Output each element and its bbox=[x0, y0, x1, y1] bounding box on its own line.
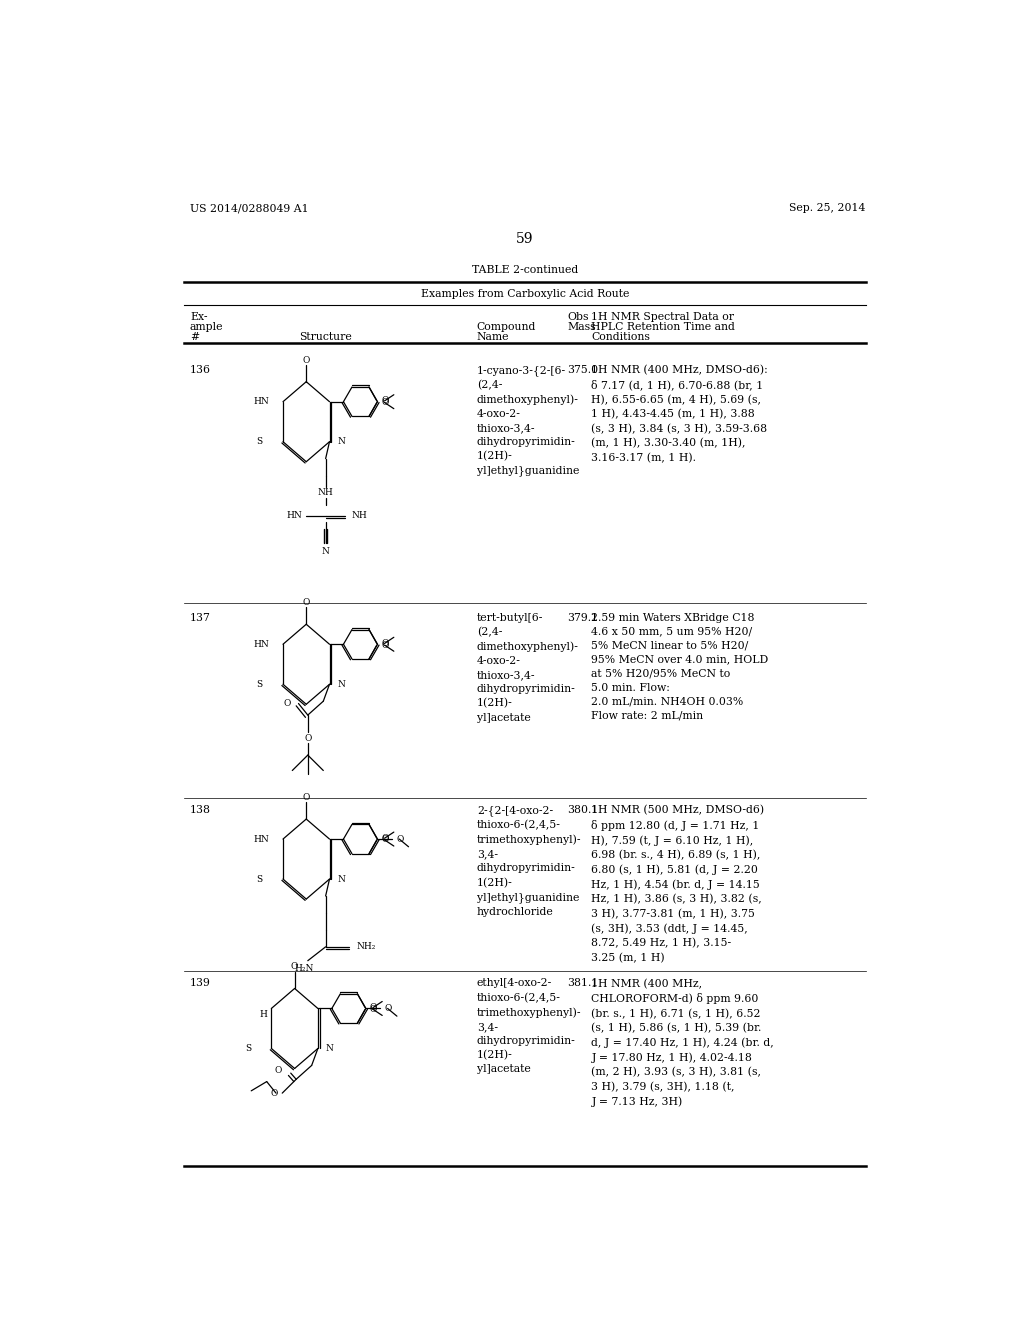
Text: N: N bbox=[326, 1044, 334, 1053]
Text: O: O bbox=[385, 1005, 392, 1012]
Text: H₂N: H₂N bbox=[294, 964, 313, 973]
Text: O: O bbox=[370, 1003, 377, 1012]
Text: 379.1: 379.1 bbox=[567, 612, 599, 623]
Text: 380.1: 380.1 bbox=[567, 805, 599, 816]
Text: O: O bbox=[381, 834, 389, 842]
Text: O: O bbox=[284, 700, 291, 708]
Text: NH₂: NH₂ bbox=[356, 942, 376, 952]
Text: 1H NMR (400 MHz,
CHLOROFORM-d) δ ppm 9.60
(br. s., 1 H), 6.71 (s, 1 H), 6.52
(s,: 1H NMR (400 MHz, CHLOROFORM-d) δ ppm 9.6… bbox=[592, 978, 774, 1107]
Text: O: O bbox=[381, 639, 389, 648]
Text: O: O bbox=[381, 836, 389, 845]
Text: O: O bbox=[381, 396, 389, 405]
Text: O: O bbox=[302, 793, 310, 803]
Text: N: N bbox=[337, 875, 345, 883]
Text: NH: NH bbox=[351, 511, 367, 520]
Text: US 2014/0288049 A1: US 2014/0288049 A1 bbox=[190, 203, 308, 213]
Text: H: H bbox=[260, 1010, 267, 1019]
Text: O: O bbox=[302, 355, 310, 364]
Text: HN: HN bbox=[253, 397, 269, 407]
Text: ethyl[4-oxo-2-
thioxo-6-(2,4,5-
trimethoxyphenyl)-
3,4-
dihydropyrimidin-
1(2H)-: ethyl[4-oxo-2- thioxo-6-(2,4,5- trimetho… bbox=[477, 978, 582, 1074]
Text: 139: 139 bbox=[190, 978, 211, 989]
Text: 2-{2-[4-oxo-2-
thioxo-6-(2,4,5-
trimethoxyphenyl)-
3,4-
dihydropyrimidin-
1(2H)-: 2-{2-[4-oxo-2- thioxo-6-(2,4,5- trimetho… bbox=[477, 805, 582, 916]
Text: O: O bbox=[302, 598, 310, 607]
Text: Name: Name bbox=[477, 333, 509, 342]
Text: 1-cyano-3-{2-[6-
(2,4-
dimethoxyphenyl)-
4-oxo-2-
thioxo-3,4-
dihydropyrimidin-
: 1-cyano-3-{2-[6- (2,4- dimethoxyphenyl)-… bbox=[477, 364, 580, 477]
Text: O: O bbox=[271, 1089, 279, 1098]
Text: N: N bbox=[337, 680, 345, 689]
Text: Ex-: Ex- bbox=[190, 313, 208, 322]
Text: tert-butyl[6-
(2,4-
dimethoxyphenyl)-
4-oxo-2-
thioxo-3,4-
dihydropyrimidin-
1(2: tert-butyl[6- (2,4- dimethoxyphenyl)- 4-… bbox=[477, 612, 579, 722]
Text: O: O bbox=[291, 962, 298, 972]
Text: N: N bbox=[322, 546, 330, 556]
Text: TABLE 2-continued: TABLE 2-continued bbox=[472, 264, 578, 275]
Text: HN: HN bbox=[253, 640, 269, 648]
Text: #: # bbox=[190, 333, 199, 342]
Text: S: S bbox=[257, 437, 263, 446]
Text: O: O bbox=[396, 834, 403, 843]
Text: Examples from Carboxylic Acid Route: Examples from Carboxylic Acid Route bbox=[421, 289, 629, 300]
Text: O: O bbox=[381, 399, 389, 407]
Text: 1H NMR (500 MHz, DMSO-d6)
δ ppm 12.80 (d, J = 1.71 Hz, 1
H), 7.59 (t, J = 6.10 H: 1H NMR (500 MHz, DMSO-d6) δ ppm 12.80 (d… bbox=[592, 805, 765, 964]
Text: 2.59 min Waters XBridge C18
4.6 x 50 mm, 5 um 95% H20/
5% MeCN linear to 5% H20/: 2.59 min Waters XBridge C18 4.6 x 50 mm,… bbox=[592, 612, 769, 721]
Text: Structure: Structure bbox=[299, 333, 352, 342]
Text: NH: NH bbox=[317, 488, 334, 498]
Text: S: S bbox=[257, 875, 263, 883]
Text: Compound: Compound bbox=[477, 322, 537, 333]
Text: O: O bbox=[381, 640, 389, 649]
Text: S: S bbox=[245, 1044, 251, 1053]
Text: O: O bbox=[370, 1005, 377, 1014]
Text: N: N bbox=[337, 437, 345, 446]
Text: HN: HN bbox=[253, 834, 269, 843]
Text: HPLC Retention Time and: HPLC Retention Time and bbox=[592, 322, 735, 333]
Text: Sep. 25, 2014: Sep. 25, 2014 bbox=[790, 203, 866, 213]
Text: 375.0: 375.0 bbox=[567, 364, 599, 375]
Text: HN: HN bbox=[287, 511, 302, 520]
Text: O: O bbox=[304, 734, 311, 743]
Text: 1H NMR Spectral Data or: 1H NMR Spectral Data or bbox=[592, 313, 734, 322]
Text: 381.1: 381.1 bbox=[567, 978, 599, 989]
Text: O: O bbox=[274, 1065, 282, 1074]
Text: S: S bbox=[257, 680, 263, 689]
Text: Mass: Mass bbox=[567, 322, 596, 333]
Text: Conditions: Conditions bbox=[592, 333, 650, 342]
Text: 1H NMR (400 MHz, DMSO-d6):
δ 7.17 (d, 1 H), 6.70-6.88 (br, 1
H), 6.55-6.65 (m, 4: 1H NMR (400 MHz, DMSO-d6): δ 7.17 (d, 1 … bbox=[592, 364, 768, 463]
Text: 137: 137 bbox=[190, 612, 211, 623]
Text: 138: 138 bbox=[190, 805, 211, 816]
Text: 136: 136 bbox=[190, 364, 211, 375]
Text: Obs: Obs bbox=[567, 313, 589, 322]
Text: 59: 59 bbox=[516, 231, 534, 246]
Text: ample: ample bbox=[190, 322, 223, 333]
